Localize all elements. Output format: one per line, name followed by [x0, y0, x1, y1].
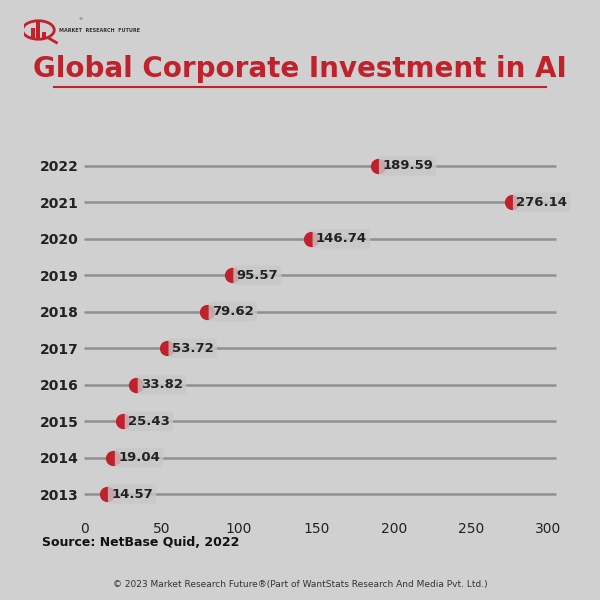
Bar [42, 32, 46, 38]
Text: 146.74: 146.74 [316, 232, 367, 245]
Text: Global Corporate Investment in AI: Global Corporate Investment in AI [33, 55, 567, 83]
Text: 79.62: 79.62 [212, 305, 254, 318]
Text: 19.04: 19.04 [118, 451, 160, 464]
Bar [37, 22, 40, 38]
Text: Source: NetBase Quid, 2022: Source: NetBase Quid, 2022 [42, 536, 239, 550]
Text: 95.57: 95.57 [236, 269, 278, 282]
Text: MARKET  RESEARCH  FUTURE: MARKET RESEARCH FUTURE [59, 28, 140, 32]
Text: 53.72: 53.72 [172, 342, 214, 355]
Text: 33.82: 33.82 [141, 378, 183, 391]
Text: 25.43: 25.43 [128, 415, 170, 428]
Bar [31, 28, 35, 38]
Text: 276.14: 276.14 [516, 196, 567, 209]
Text: 14.57: 14.57 [111, 488, 153, 500]
Text: ®: ® [78, 17, 82, 22]
Text: 189.59: 189.59 [382, 160, 433, 172]
Text: © 2023 Market Research Future®(Part of WantStats Research And Media Pvt. Ltd.): © 2023 Market Research Future®(Part of W… [113, 581, 487, 589]
